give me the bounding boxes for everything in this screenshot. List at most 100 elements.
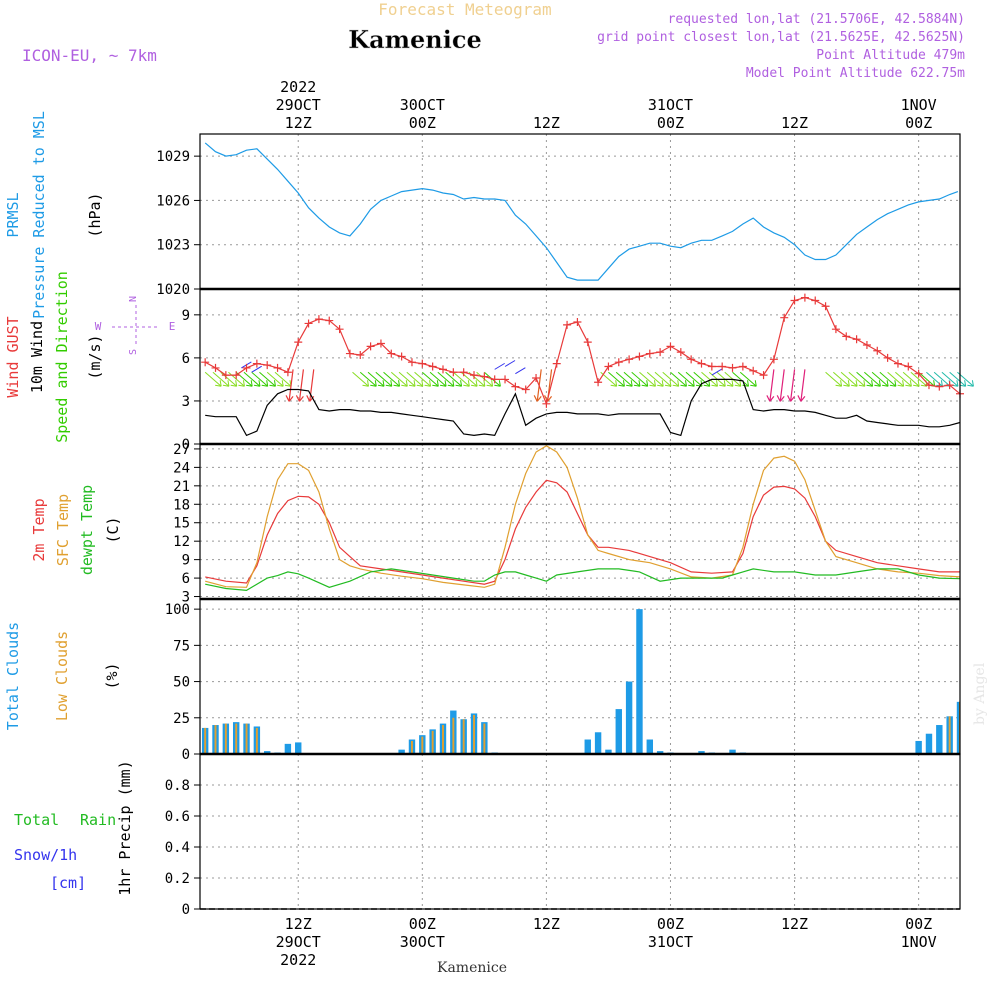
wind-barb-head [486, 380, 494, 387]
ytick-label-precip: 0.2 [165, 871, 190, 887]
wind-barb [421, 371, 439, 387]
ytick-label-clouds: 25 [173, 711, 190, 727]
wind-gust-line-marker [914, 369, 923, 378]
ylabel-precip: 1hr Precip (mm) [116, 760, 134, 895]
cloud-bar-low [255, 727, 258, 754]
wind-gust-line-marker [749, 366, 758, 375]
wind-gust-line-marker [635, 352, 644, 361]
wind-barb-head [230, 380, 238, 387]
wind-barb [887, 371, 904, 387]
calm-arrow [515, 367, 526, 375]
wind-barb-head [742, 380, 750, 387]
frame-layer [199, 133, 961, 910]
ytick-label-pressure: 1023 [156, 238, 190, 254]
wind-barb [739, 371, 757, 387]
wind-barb-head [882, 380, 889, 387]
wind-barb [895, 371, 912, 387]
wind-barb-head [750, 380, 757, 387]
axis-layer: 1020102310261029036936912151821242702550… [156, 78, 960, 969]
wind-barb-head [672, 380, 680, 387]
model-altitude: Model Point Altitude 622.75m [746, 66, 965, 81]
ylabel-pressure: Pressure Reduced to MSL [30, 111, 48, 319]
ylabel-wind: Speed and Direction [53, 271, 71, 443]
wind-barb-head [471, 380, 478, 387]
wind-gust-line-marker [407, 358, 416, 367]
wind-gust-line-marker [532, 373, 541, 382]
wind-gust-line-marker [552, 359, 561, 368]
time-label-top: 12Z [285, 114, 312, 132]
wind-barb [654, 371, 672, 387]
wind-gust-line-marker [449, 368, 458, 377]
ytick-label-clouds: 75 [173, 638, 190, 654]
time-label-bottom: 1NOV [901, 933, 937, 951]
wind-barb [274, 371, 292, 387]
wind-barb-head [866, 380, 874, 387]
gust-arrow [779, 369, 785, 402]
wind-barb [367, 371, 385, 387]
wind-barb-head [959, 380, 967, 387]
wind-gust-line-marker [873, 346, 882, 355]
cloud-bar-low [214, 725, 217, 754]
ylabel-temp: 2m Temp [30, 498, 48, 561]
wind-gust-line-marker [707, 362, 716, 371]
wind-gust-line-marker [459, 368, 468, 377]
wind-barb [941, 371, 959, 387]
gridpoint-coords: grid point closest lon,lat (21.5625E, 42… [597, 30, 965, 45]
wind-gust-line-marker [811, 296, 820, 305]
wind-barb-head [726, 380, 734, 387]
wind-barb [608, 371, 625, 387]
ytick-label-temp: 3 [182, 590, 190, 606]
temp-2m-line [205, 479, 960, 585]
wind-gust-line-marker [283, 368, 292, 377]
wind-barb-head [385, 380, 393, 387]
wind-gust-line-marker [263, 361, 272, 370]
wind-barb [856, 371, 873, 387]
cloud-bar-total [646, 739, 654, 754]
wind-barb-head [494, 380, 501, 387]
wind-gust-line-marker [790, 296, 799, 305]
wind-gust-line-marker [252, 359, 261, 368]
time-label-top: 2022 [280, 78, 316, 96]
wind-barb [933, 371, 951, 387]
cloud-bar-total [594, 732, 602, 754]
cloud-bar-low [411, 740, 413, 754]
ytick-label-pressure: 1026 [156, 193, 190, 209]
wind-barb [398, 371, 416, 387]
wind-barb-head [377, 380, 385, 387]
cloud-bar-total [656, 751, 664, 754]
ylabel-temp: SFC Temp [54, 494, 72, 566]
gust-arrow-head [776, 395, 785, 402]
ylabel-layer: PRMSL Pressure Reduced to MSL (hPa) Wind GU… [4, 111, 134, 896]
wind-barb-head [680, 380, 687, 387]
wind-gust-line-marker [501, 375, 510, 384]
wind-barb [685, 371, 703, 387]
wind-gust-line-marker [676, 348, 685, 357]
gust-arrow-head [533, 395, 542, 402]
cloud-bar-total [264, 751, 271, 754]
wind-gust-line-marker [542, 399, 551, 408]
cloud-bar-total [729, 749, 736, 754]
cloud-bar-total [284, 743, 292, 754]
wind-gust-line-marker [800, 293, 809, 302]
ylabel-wind: Wind GUST [4, 316, 22, 397]
wind-gust-line-marker [821, 302, 830, 311]
ylabel-clouds: (%) [103, 662, 121, 689]
wind-barb-head [432, 380, 439, 387]
wind-barb-head [246, 380, 253, 387]
ytick-label-precip: 0.6 [165, 809, 190, 825]
wind-barb [677, 371, 695, 387]
wind-gust-line-marker [211, 363, 220, 372]
wind-gust-line-marker [418, 359, 427, 368]
temp-dewpt-line [205, 568, 961, 592]
wind-barb-head [641, 380, 649, 387]
ytick-label-temp: 6 [182, 571, 190, 587]
wind-gust-line-marker [573, 318, 582, 327]
gust-arrow [769, 369, 775, 402]
wind-barb-head [719, 380, 726, 387]
wind-barb-head [626, 380, 633, 387]
time-label-bottom: 12Z [533, 915, 560, 933]
wind-barb [732, 371, 749, 387]
wind-barb-head [874, 380, 881, 387]
wind-barb [840, 371, 858, 387]
wind-barb [879, 371, 897, 387]
